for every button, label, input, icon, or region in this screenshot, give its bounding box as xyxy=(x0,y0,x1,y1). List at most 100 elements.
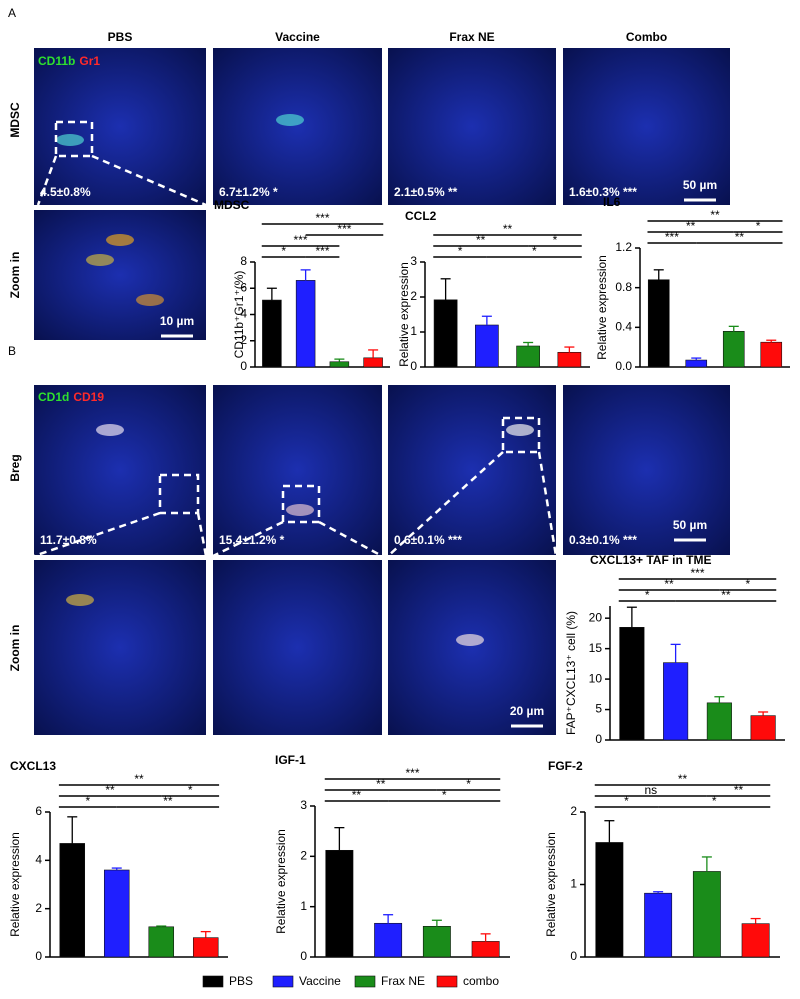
significance-label: ** xyxy=(352,788,362,802)
cell-signal xyxy=(66,594,94,606)
bar xyxy=(148,926,175,958)
significance-label: ** xyxy=(105,783,115,797)
chart-title: CXCL13 xyxy=(10,759,56,773)
bar xyxy=(692,871,721,958)
bar xyxy=(647,279,670,368)
significance-label: ** xyxy=(721,588,731,602)
column-header: Vaccine xyxy=(275,30,320,44)
cell-signal xyxy=(106,234,134,246)
error-bar xyxy=(653,269,664,280)
legend-swatch xyxy=(354,975,376,988)
error-bar xyxy=(481,315,492,325)
error-bar xyxy=(701,856,712,872)
column-header: PBS xyxy=(108,30,133,44)
y-tick-label: 2 xyxy=(300,849,307,863)
y-tick-label: 2 xyxy=(570,804,577,818)
y-tick-label: 2 xyxy=(410,289,417,303)
significance-label: * xyxy=(281,244,286,258)
significance-label: ** xyxy=(710,208,720,222)
column-header: Frax NE xyxy=(449,30,494,44)
y-tick-label: 1 xyxy=(300,899,307,913)
y-tick-label: 0.4 xyxy=(615,320,632,334)
significance-label: ** xyxy=(134,772,144,786)
zoom-line xyxy=(537,451,558,557)
bar xyxy=(722,330,745,368)
zoom-line xyxy=(33,511,161,558)
significance-label: *** xyxy=(315,211,329,225)
error-bar xyxy=(653,891,664,894)
y-axis-label: FAP⁺CXCL13⁺ cell (%) xyxy=(564,611,578,735)
y-tick-label: 10 xyxy=(589,671,603,685)
zoom-line xyxy=(91,154,207,207)
row-label: MDSC xyxy=(8,102,22,138)
error-bar xyxy=(714,696,725,703)
bar xyxy=(760,341,783,368)
micrograph xyxy=(213,560,382,735)
significance-label: *** xyxy=(337,222,351,236)
bar xyxy=(422,925,451,958)
error-bar xyxy=(691,357,702,361)
chart-title: FGF-2 xyxy=(548,759,583,773)
error-bar xyxy=(111,867,122,870)
y-tick-label: 6 xyxy=(35,804,42,818)
zoom-box xyxy=(281,484,321,524)
chart-title: IL6 xyxy=(603,195,621,209)
bar xyxy=(433,299,458,368)
y-tick-label: 4 xyxy=(240,307,247,321)
micrograph xyxy=(388,385,556,555)
cell-signal xyxy=(96,424,124,436)
legend-label: combo xyxy=(463,974,499,988)
scale-bar-label: 20 µm xyxy=(510,704,544,718)
legend-swatch xyxy=(202,975,224,988)
stain-green: CD1d xyxy=(38,390,69,404)
bar xyxy=(663,662,689,741)
chart-title: CCL2 xyxy=(405,209,437,223)
chart-title: IGF-1 xyxy=(275,753,306,767)
zoom-line xyxy=(212,520,284,558)
scale-bar-label: 10 µm xyxy=(160,314,194,328)
bar xyxy=(706,702,732,741)
significance-label: * xyxy=(85,794,90,808)
y-axis-label: Relative expression xyxy=(595,255,609,360)
error-bar xyxy=(758,711,769,716)
y-tick-label: 2 xyxy=(35,901,42,915)
y-tick-label: 15 xyxy=(589,641,603,655)
bar xyxy=(557,351,582,368)
micrograph xyxy=(213,48,382,205)
significance-label: *** xyxy=(315,244,329,258)
error-bar xyxy=(200,930,211,938)
error-bar xyxy=(440,278,451,300)
significance-label: ns xyxy=(644,783,657,797)
significance-label: *** xyxy=(690,566,704,580)
error-bar xyxy=(67,816,78,844)
significance-label: *** xyxy=(665,230,679,244)
bar xyxy=(595,842,624,958)
bar xyxy=(363,357,383,368)
significance-label: * xyxy=(756,219,761,233)
cell-signal xyxy=(506,424,534,436)
y-tick-label: 1 xyxy=(410,324,417,338)
error-bar xyxy=(750,917,761,924)
quantification: 15.4±1.2% * xyxy=(219,533,285,547)
error-bar xyxy=(480,933,491,942)
quantification: 4.5±0.8% xyxy=(40,185,91,199)
y-tick-label: 2 xyxy=(240,333,247,347)
y-tick-label: 0 xyxy=(570,949,577,963)
y-tick-label: 6 xyxy=(240,280,247,294)
error-bar xyxy=(334,358,345,362)
y-tick-label: 1.2 xyxy=(615,240,632,254)
cell-signal xyxy=(456,634,484,646)
micrograph xyxy=(563,385,730,555)
zoom-box xyxy=(501,416,541,454)
significance-label: ** xyxy=(476,233,486,247)
y-tick-label: 8 xyxy=(240,254,247,268)
scale-bar-label: 50 µm xyxy=(673,518,707,532)
bar xyxy=(295,280,316,368)
error-bar xyxy=(670,643,681,663)
bar xyxy=(644,892,673,958)
error-bar xyxy=(334,826,345,851)
panel-label: A xyxy=(8,6,16,20)
quantification: 0.6±0.1% *** xyxy=(394,533,462,547)
y-tick-label: 0 xyxy=(410,359,417,373)
